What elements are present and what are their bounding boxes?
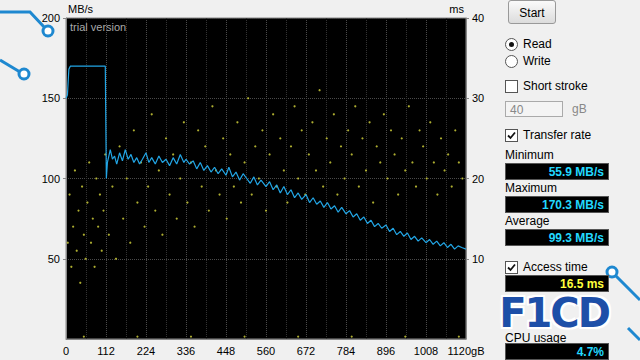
svg-text:560: 560 <box>257 345 275 357</box>
svg-text:20: 20 <box>472 173 484 185</box>
svg-text:trial version: trial version <box>70 21 126 33</box>
html-text:Write: Write <box>523 54 551 68</box>
svg-text:672: 672 <box>297 345 315 357</box>
svg-text:MB/s: MB/s <box>68 3 94 15</box>
html-text:F1CD: F1CD <box>499 290 609 336</box>
html-text:Average: Average <box>505 214 550 228</box>
html-text:Read: Read <box>523 37 552 51</box>
html-text:Access time: Access time <box>523 260 588 274</box>
html-text:Transfer rate: Transfer rate <box>523 128 592 142</box>
svg-text:ms: ms <box>449 3 464 15</box>
svg-text:100: 100 <box>42 173 60 185</box>
svg-text:448: 448 <box>217 345 235 357</box>
svg-text:0: 0 <box>63 345 69 357</box>
html-text:Maximum: Maximum <box>505 181 557 195</box>
html-text:Short stroke: Short stroke <box>523 79 588 93</box>
html-text:99.3 MB/s: 99.3 MB/s <box>548 231 604 245</box>
svg-text:112: 112 <box>97 345 115 357</box>
html-text:Start: Start <box>519 6 545 20</box>
html-text:16.5 ms: 16.5 ms <box>560 277 604 291</box>
html-text:170.3 MB/s: 170.3 MB/s <box>542 198 604 212</box>
html-text:4.7%: 4.7% <box>576 345 604 359</box>
svg-text:40: 40 <box>472 12 484 24</box>
svg-text:10: 10 <box>472 253 484 265</box>
svg-text:224: 224 <box>137 345 155 357</box>
html-text:40: 40 <box>510 103 524 117</box>
svg-text:336: 336 <box>177 345 195 357</box>
html-text:55.9 MB/s: 55.9 MB/s <box>548 165 604 179</box>
html-text:Minimum: Minimum <box>505 148 554 162</box>
svg-text:50: 50 <box>48 253 60 265</box>
html-text:CPU usage: CPU usage <box>505 331 567 345</box>
svg-text:150: 150 <box>42 92 60 104</box>
html-text:gB: gB <box>572 102 587 116</box>
svg-text:1120gB: 1120gB <box>447 345 484 357</box>
svg-text:1008: 1008 <box>414 345 438 357</box>
svg-text:200: 200 <box>42 12 60 24</box>
svg-text:784: 784 <box>337 345 355 357</box>
svg-text:30: 30 <box>472 92 484 104</box>
svg-text:896: 896 <box>377 345 395 357</box>
